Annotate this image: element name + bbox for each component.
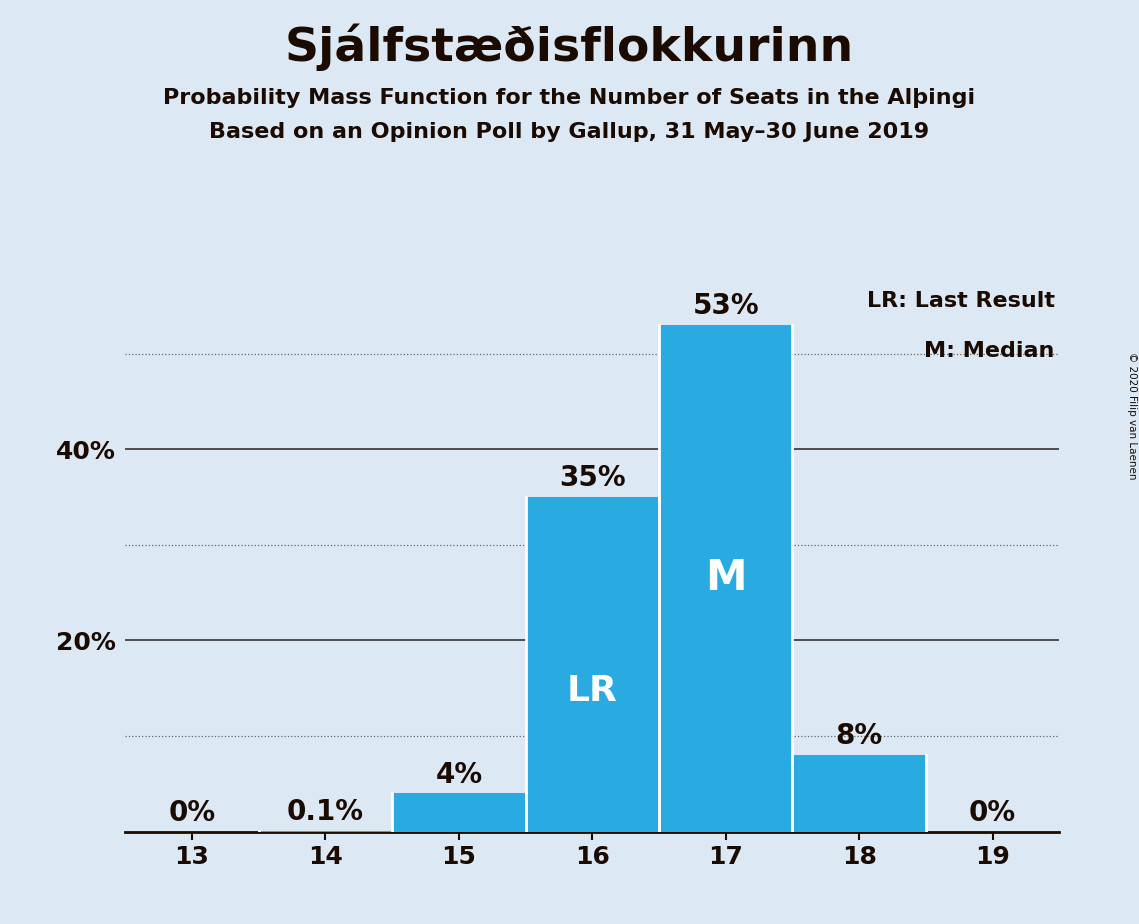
Bar <box>659 325 793 832</box>
Bar <box>793 755 926 832</box>
Text: LR: LR <box>567 675 617 708</box>
Bar <box>525 497 659 832</box>
Text: 8%: 8% <box>836 723 883 750</box>
Text: 0.1%: 0.1% <box>287 797 364 826</box>
Text: 0%: 0% <box>169 799 215 827</box>
Text: 35%: 35% <box>559 464 625 492</box>
Text: M: M <box>705 557 746 600</box>
Text: LR: Last Result: LR: Last Result <box>867 291 1055 311</box>
Text: 0%: 0% <box>969 799 1016 827</box>
Text: Based on an Opinion Poll by Gallup, 31 May–30 June 2019: Based on an Opinion Poll by Gallup, 31 M… <box>210 122 929 142</box>
Text: M: Median: M: Median <box>924 341 1055 361</box>
Text: 4%: 4% <box>435 760 483 788</box>
Text: © 2020 Filip van Laenen: © 2020 Filip van Laenen <box>1126 352 1137 480</box>
Bar <box>392 794 525 832</box>
Bar <box>259 831 392 832</box>
Text: Probability Mass Function for the Number of Seats in the Alþingi: Probability Mass Function for the Number… <box>163 88 976 108</box>
Text: Sjálfstæðisflokkurinn: Sjálfstæðisflokkurinn <box>285 23 854 70</box>
Text: 53%: 53% <box>693 292 759 321</box>
